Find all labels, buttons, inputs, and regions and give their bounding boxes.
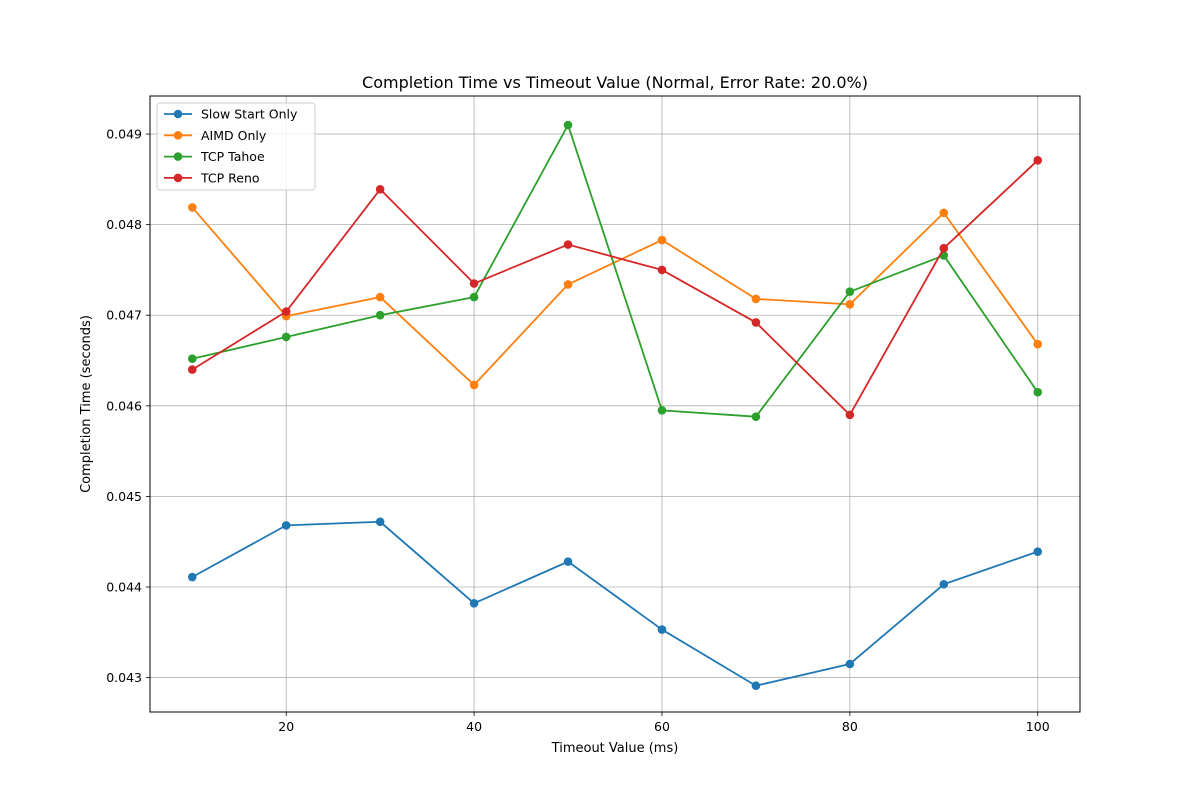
data-point-tcp-tahoe	[845, 287, 855, 296]
y-tick-label: 0.045	[106, 489, 142, 504]
y-tick-label: 0.047	[106, 308, 142, 323]
legend-label-slow-start-only: Slow Start Only	[201, 107, 298, 122]
chart-title: Completion Time vs Timeout Value (Normal…	[362, 73, 868, 92]
y-tick-label: 0.044	[106, 579, 142, 594]
series-slow-start-only	[187, 517, 1043, 691]
data-point-slow-start-only	[375, 517, 385, 527]
data-point-slow-start-only	[657, 625, 667, 634]
y-tick-label: 0.049	[106, 127, 142, 142]
series-line-tcp-tahoe	[192, 124, 1039, 418]
data-point-tcp-tahoe	[187, 354, 197, 364]
legend-label-tcp-tahoe: TCP Tahoe	[200, 149, 265, 164]
data-point-aimd-only	[375, 292, 385, 302]
data-point-tcp-tahoe	[281, 332, 291, 342]
data-point-tcp-tahoe	[563, 120, 573, 130]
data-point-slow-start-only	[281, 521, 291, 530]
data-point-aimd-only	[751, 294, 761, 304]
data-point-tcp-reno	[657, 265, 667, 275]
series-tcp-tahoe	[187, 120, 1043, 421]
series-line-aimd-only	[191, 206, 1039, 386]
data-point-tcp-reno	[563, 240, 573, 249]
legend-marker-aimd-only	[173, 131, 183, 140]
grid	[150, 96, 1080, 712]
x-axis-label: Timeout Value (ms)	[551, 741, 679, 756]
data-point-tcp-reno	[187, 365, 197, 374]
series-line-slow-start-only	[191, 520, 1039, 687]
y-tick-label: 0.048	[106, 217, 142, 232]
data-point-tcp-reno	[1033, 156, 1043, 165]
data-point-aimd-only	[187, 203, 197, 212]
x-tick-label: 20	[278, 719, 294, 734]
series-line-tcp-reno	[191, 159, 1039, 416]
data-point-aimd-only	[657, 235, 667, 245]
data-point-aimd-only	[939, 208, 949, 218]
legend-marker-tcp-tahoe	[173, 152, 183, 161]
x-tick-label: 80	[842, 719, 858, 734]
data-point-tcp-reno	[939, 243, 949, 253]
series-aimd-only	[187, 203, 1043, 390]
legend-label-aimd-only: AIMD Only	[201, 128, 267, 143]
x-tick-label: 60	[654, 719, 670, 734]
legend-label-tcp-reno: TCP Reno	[200, 170, 260, 185]
x-tick-label: 100	[1026, 719, 1050, 734]
data-point-tcp-tahoe	[1033, 387, 1043, 397]
data-point-slow-start-only	[1033, 547, 1043, 556]
data-point-slow-start-only	[845, 659, 855, 669]
data-point-tcp-tahoe	[751, 412, 761, 421]
data-point-slow-start-only	[939, 579, 949, 589]
data-point-tcp-tahoe	[657, 406, 667, 415]
data-point-slow-start-only	[751, 681, 761, 691]
data-point-tcp-reno	[845, 410, 855, 420]
plot-frame	[149, 95, 1081, 713]
data-point-tcp-reno	[281, 307, 291, 316]
data-point-aimd-only	[563, 280, 573, 289]
axes: 20 40 60 80 100 0.043 0.044 0.045 0.046 0.047 0.04…	[106, 127, 1050, 734]
y-axis-label: Completion Time (seconds)	[79, 315, 94, 493]
y-tick-label: 0.046	[106, 398, 142, 413]
y-tick-label: 0.043	[106, 670, 142, 685]
x-tick-label: 40	[466, 719, 482, 734]
legend: Slow Start Only AIMD Only TCP Tahoe TCP Ren…	[156, 102, 316, 191]
data-point-slow-start-only	[469, 598, 479, 608]
data-point-tcp-reno	[469, 279, 479, 288]
legend-box	[156, 102, 316, 191]
series-tcp-reno	[187, 156, 1043, 420]
data-point-slow-start-only	[187, 572, 197, 582]
legend-marker-slow-start-only	[173, 109, 183, 119]
data-point-aimd-only	[469, 380, 479, 390]
data-point-tcp-reno	[375, 185, 385, 194]
data-point-aimd-only	[845, 300, 855, 309]
data-point-aimd-only	[1033, 339, 1043, 349]
data-point-tcp-tahoe	[375, 310, 385, 320]
legend-marker-tcp-reno	[173, 173, 183, 183]
data-point-slow-start-only	[563, 557, 573, 566]
data-point-tcp-reno	[751, 318, 761, 327]
data-point-tcp-tahoe	[469, 292, 479, 302]
series-layer	[187, 120, 1043, 691]
